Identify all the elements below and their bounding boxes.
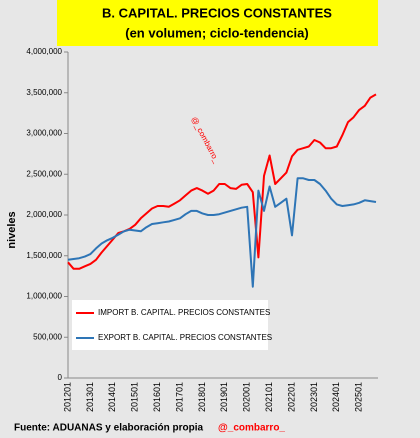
x-tick-label: 201701 [174, 382, 184, 412]
chart-subtitle: (en volumen; ciclo-tendencia) [125, 25, 308, 40]
x-tick-label: 201301 [85, 382, 95, 412]
source: Fuente: ADUANAS y elaboración propia [14, 423, 204, 434]
x-tick-label: 202501 [354, 382, 364, 412]
y-tick-label: 0 [58, 373, 63, 382]
y-tick-label: 500,000 [33, 332, 62, 341]
x-tick-label: 202301 [309, 382, 319, 412]
x-tick-label: 201401 [107, 382, 117, 412]
series-line [67, 177, 377, 288]
x-tick-label: 201901 [219, 382, 229, 412]
title-box [57, 0, 378, 46]
y-tick-label: 2,500,000 [26, 169, 62, 178]
x-tick-label: 202201 [286, 382, 296, 412]
legend-box [72, 300, 268, 350]
y-tick-label: 1,500,000 [26, 251, 62, 260]
x-tick-label: 201501 [130, 382, 140, 412]
x-tick-label: 202401 [331, 382, 341, 412]
y-tick-label: 2,000,000 [26, 210, 62, 219]
y-tick-label: 1,000,000 [26, 292, 62, 301]
legend-label: IMPORT B. CAPITAL. PRECIOS CONSTANTES [98, 308, 270, 317]
x-tick-label: 202101 [264, 382, 274, 412]
y-tick-label: 4,000,000 [26, 47, 62, 56]
x-tick-label: 202001 [242, 382, 252, 412]
x-tick-label: 201201 [62, 382, 72, 412]
y-tick-label: 3,500,000 [26, 88, 62, 97]
y-axis-label: niveles [6, 211, 18, 248]
x-tick-label: 201801 [197, 382, 207, 412]
y-tick-label: 3,000,000 [26, 129, 62, 138]
source-handle: @_combarro_ [218, 423, 285, 434]
x-tick-label: 201601 [152, 382, 162, 412]
chart-title: B. CAPITAL. PRECIOS CONSTANTES [102, 5, 332, 20]
series-line [67, 93, 377, 270]
legend-label: EXPORT B. CAPITAL. PRECIOS CONSTANTES [98, 333, 272, 342]
